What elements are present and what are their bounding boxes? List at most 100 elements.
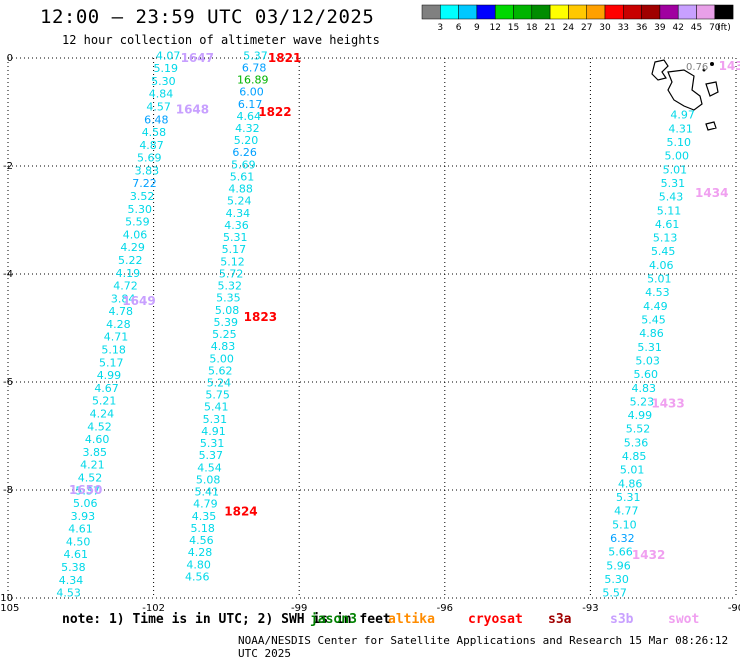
swh-value: 4.99	[97, 369, 122, 382]
swh-value: 4.61	[68, 523, 93, 536]
swh-value: 5.22	[118, 254, 143, 267]
swh-value: 5.72	[219, 267, 244, 280]
swh-value: 4.97	[670, 109, 695, 122]
colorbar-swatch	[586, 4, 606, 20]
colorbar-swatch	[476, 4, 496, 20]
swh-value: 5.01	[620, 464, 645, 477]
colorbar-label: 18	[526, 23, 538, 33]
x-tick-label: -96	[437, 603, 453, 614]
pass-time-label: 1649	[122, 294, 155, 308]
swh-value: 4.50	[66, 535, 91, 548]
x-tick-label: -93	[582, 603, 598, 614]
swh-value: 5.37	[199, 449, 224, 462]
y-tick-label: -8	[3, 485, 13, 496]
colorbar-swatch	[421, 4, 441, 20]
colorbar-swatch	[494, 4, 514, 20]
swh-value: 4.85	[622, 450, 647, 463]
colorbar-swatch	[623, 4, 642, 20]
colorbar-label: 39	[654, 23, 666, 33]
swh-value: 5.12	[220, 255, 245, 268]
swh-value: 5.36	[624, 436, 649, 449]
chart-title: 12:00 – 23:59 UTC 03/12/2025	[40, 6, 375, 28]
swh-value: 5.21	[92, 395, 117, 408]
pass-time-label: 1650	[69, 483, 102, 497]
colorbar-label: 27	[581, 23, 592, 33]
swh-value: 6.48	[144, 113, 169, 126]
swh-value: 4.72	[113, 280, 138, 293]
swh-value: 5.30	[127, 203, 152, 216]
swh-value: 4.86	[639, 327, 664, 340]
swh-value: 4.91	[201, 425, 226, 438]
swh-value: 4.36	[224, 219, 249, 232]
colorbar-label: 70	[709, 23, 721, 33]
swh-value: 4.60	[85, 433, 110, 446]
swh-value: 6.00	[239, 86, 264, 99]
swh-value: 4.71	[104, 331, 129, 344]
swh-value: 4.61	[655, 218, 680, 231]
colorbar-label: 30	[599, 23, 611, 33]
swh-value: 4.35	[192, 510, 217, 523]
swh-value: 5.03	[635, 354, 660, 367]
swh-value: 3.85	[82, 446, 107, 459]
swh-value: 5.31	[200, 437, 225, 450]
swh-value: 4.53	[645, 286, 670, 299]
pass-time-label: 1432	[632, 548, 665, 562]
swh-value: 5.10	[666, 136, 691, 149]
swh-value: 5.13	[653, 232, 678, 245]
swh-value: 5.41	[204, 401, 229, 414]
swh-value: 5.59	[125, 216, 150, 229]
swh-value: 6.32	[610, 532, 635, 545]
swh-value: 16.89	[237, 74, 269, 87]
swh-value: 4.32	[235, 122, 260, 135]
swh-value: 4.06	[123, 228, 148, 241]
colorbar-label: 3	[437, 23, 443, 33]
swh-value: 5.37	[75, 484, 100, 497]
x-tick-label: -99	[291, 603, 307, 614]
swh-value: 5.06	[73, 497, 98, 510]
swh-value: 5.18	[190, 522, 215, 535]
swh-value: 5.69	[231, 158, 256, 171]
x-tick-label: -90	[728, 603, 740, 614]
swh-value: 4.31	[668, 122, 693, 135]
legend-cryosat: cryosat	[468, 612, 523, 627]
pass-time-label: 1822	[258, 105, 291, 119]
island-outline	[705, 81, 719, 97]
swh-value: 5.23	[630, 395, 655, 408]
swh-value: 5.01	[647, 273, 672, 286]
swh-value: 4.21	[80, 459, 105, 472]
swh-value: 4.99	[628, 409, 653, 422]
swh-value: 4.06	[649, 259, 674, 272]
pass-time-label: 1821	[268, 51, 301, 65]
swh-value: 5.31	[223, 231, 248, 244]
swh-value: 3.52	[130, 190, 155, 203]
swh-value: 5.61	[230, 170, 255, 183]
colorbar-label: 9	[474, 23, 480, 33]
swh-value: 5.17	[99, 356, 124, 369]
colorbar-label: 21	[544, 23, 555, 33]
altimeter-tracks: 4.075.195.304.844.576.484.584.875.693.83…	[56, 49, 694, 599]
swh-annotation: 0.76	[686, 62, 708, 73]
swh-value: 5.17	[222, 243, 247, 256]
swh-value: 5.45	[641, 314, 666, 327]
swh-value: 4.19	[116, 267, 141, 280]
swh-value: 4.80	[186, 558, 211, 571]
swh-value: 5.19	[154, 62, 179, 75]
colorbar-label: 33	[618, 23, 629, 33]
y-tick-label: -2	[3, 161, 13, 172]
swh-value: 5.24	[227, 195, 252, 208]
swh-value: 4.77	[614, 505, 639, 518]
pass-time-label: 1648	[176, 102, 209, 116]
swh-value: 5.08	[196, 473, 221, 486]
swh-value: 5.62	[208, 364, 233, 377]
color-scale-bar: 3 6 9 12 15 18 21 24 27 30 33 36 39 42 45 70(ft)	[421, 4, 734, 33]
swh-value: 4.56	[189, 534, 214, 547]
note-text: note: 1) Time is in UTC; 2) SWH is in fe…	[62, 612, 391, 627]
colorbar-swatch	[677, 4, 697, 20]
legend-jason3: jason3	[310, 612, 357, 627]
swh-value: 5.60	[633, 368, 658, 381]
colorbar-label: (ft)	[717, 23, 731, 33]
chart-grid	[7, 57, 737, 599]
swh-value: 4.87	[139, 139, 164, 152]
swh-value: 5.31	[616, 491, 641, 504]
